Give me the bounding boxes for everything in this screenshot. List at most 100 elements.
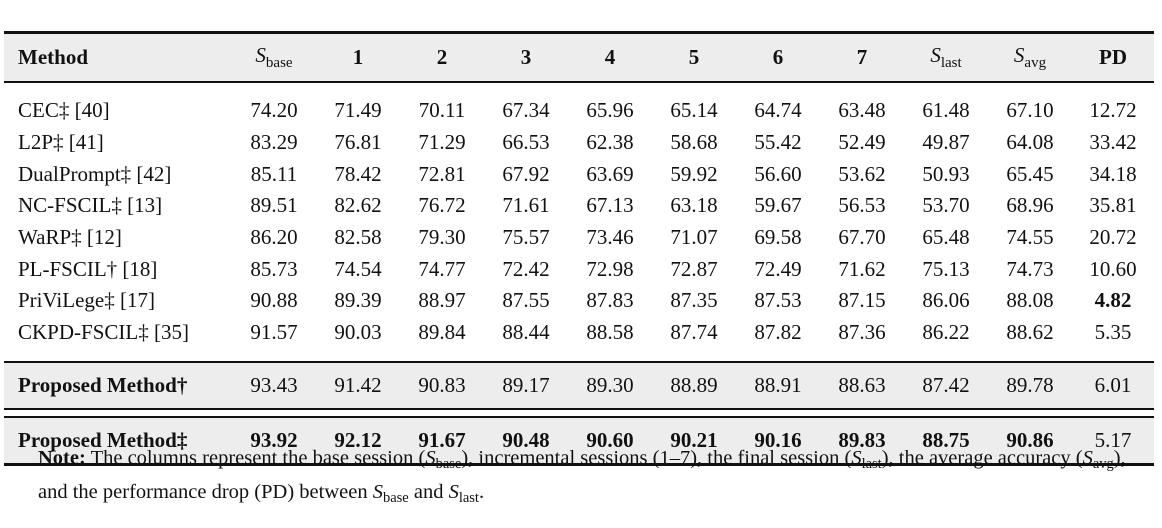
value-cell: 82.58 [334,225,382,250]
method-cell: CKPD-FSCIL‡ [35] [18,320,189,345]
value-cell: 12.72 [1089,98,1137,123]
value-cell: 67.92 [502,161,550,186]
value-cell: 93.43 [232,360,316,410]
value-cell: 85.11 [250,161,298,186]
value-cell: 72.42 [502,256,550,281]
value-cell: 90.21 [652,415,736,466]
value-cell: 89.17 [484,360,568,410]
value-cell: 89.78 [988,360,1072,410]
header-session-3: 3 [484,31,568,83]
value-cell: 56.53 [838,193,886,218]
value-cell: 86.20 [250,225,298,250]
value-cell: 89.30 [568,360,652,410]
method-cell: Proposed Method‡ [4,415,232,466]
value-cell: 87.82 [754,320,802,345]
header-pd: PD [1072,31,1154,83]
value-cell: 89.51 [250,193,298,218]
value-cell: 61.48 [922,98,970,123]
header-session-6: 6 [736,31,820,83]
value-cell: 65.14 [670,98,718,123]
value-cell: 67.13 [586,193,634,218]
value-cell: 78.42 [334,161,382,186]
table-row: PL-FSCIL† [18] 85.73 74.54 74.77 72.42 72.98 7… [4,253,1154,285]
value-cell: 76.81 [334,130,382,155]
value-cell: 72.87 [670,256,718,281]
value-cell: 63.69 [586,161,634,186]
value-cell: 64.08 [1006,130,1054,155]
table-row-proposed-dagger: Proposed Method† 93.43 91.42 90.83 89.17 89.3… [4,360,1154,410]
value-cell: 72.49 [754,256,802,281]
header-s-avg: Savg [988,31,1072,83]
value-cell: 6.01 [1072,360,1154,410]
value-cell: 49.87 [922,130,970,155]
method-cell: DualPrompt‡ [42] [18,161,172,186]
value-cell: 76.72 [418,193,466,218]
table-row: PriViLege‡ [17] 90.88 89.39 88.97 87.55 87.83… [4,285,1154,317]
value-cell: 72.81 [418,161,466,186]
method-cell: WaRP‡ [12] [18,225,122,250]
value-cell: 67.70 [838,225,886,250]
value-cell: 90.16 [736,415,820,466]
value-cell: 93.92 [232,415,316,466]
value-cell: 88.89 [652,360,736,410]
value-cell: 88.97 [418,288,466,313]
value-cell: 87.53 [754,288,802,313]
table-row: NC-FSCIL‡ [13] 89.51 82.62 76.72 71.61 67.13 6… [4,190,1154,222]
header-s-base: Sbase [232,31,316,83]
method-cell: PriViLege‡ [17] [18,288,155,313]
value-cell: 34.18 [1089,161,1137,186]
value-cell: 70.11 [418,98,466,123]
value-cell: 86.06 [922,288,970,313]
header-method: Method [4,31,232,83]
value-cell: 66.53 [502,130,550,155]
table-row-proposed-ddagger: Proposed Method‡ 93.92 92.12 91.67 90.48 90.6… [4,415,1154,466]
value-cell: 75.13 [922,256,970,281]
table-note: Note: The columns represent the base ses… [38,447,1126,506]
value-cell: 79.30 [418,225,466,250]
table-row: CKPD-FSCIL‡ [35] 91.57 90.03 89.84 88.44 88.5… [4,317,1154,349]
value-cell: 87.36 [838,320,886,345]
value-cell: 71.61 [502,193,550,218]
value-cell: 83.29 [250,130,298,155]
value-cell: 87.42 [904,360,988,410]
value-cell: 90.83 [400,360,484,410]
value-cell: 65.45 [1006,161,1054,186]
value-cell: 87.83 [586,288,634,313]
value-cell: 63.18 [670,193,718,218]
value-cell: 5.17 [1072,415,1154,466]
table-row: CEC‡ [40] 74.20 71.49 70.11 67.34 65.96 65.14 6… [4,95,1154,127]
value-cell: 74.73 [1006,256,1054,281]
header-s-last: Slast [904,31,988,83]
value-cell: 71.62 [838,256,886,281]
value-cell: 65.96 [586,98,634,123]
value-cell: 89.83 [820,415,904,466]
value-cell: 75.57 [502,225,550,250]
value-cell: 71.07 [670,225,718,250]
value-cell: 65.48 [922,225,970,250]
header-session-1: 1 [316,31,400,83]
table-row: L2P‡ [41] 83.29 76.81 71.29 66.53 62.38 58.68 5… [4,127,1154,159]
value-cell: 73.46 [586,225,634,250]
value-cell: 88.63 [820,360,904,410]
value-cell: 91.67 [400,415,484,466]
value-cell: 87.35 [670,288,718,313]
method-cell: NC-FSCIL‡ [13] [18,193,163,218]
value-cell: 88.62 [1006,320,1054,345]
value-cell: 86.22 [922,320,970,345]
value-cell: 59.67 [754,193,802,218]
value-cell: 4.82 [1094,288,1132,313]
value-cell: 20.72 [1089,225,1137,250]
table-header-row: Method Sbase 1 2 3 4 5 6 7 Slast Savg PD [4,31,1154,83]
value-cell: 88.08 [1006,288,1054,313]
method-cell: Proposed Method† [4,360,232,410]
table-row: WaRP‡ [12] 86.20 82.58 79.30 75.57 73.46 71.07… [4,222,1154,254]
value-cell: 88.75 [904,415,988,466]
value-cell: 89.39 [334,288,382,313]
value-cell: 67.34 [502,98,550,123]
value-cell: 90.88 [250,288,298,313]
value-cell: 33.42 [1089,130,1137,155]
value-cell: 90.60 [568,415,652,466]
header-session-4: 4 [568,31,652,83]
value-cell: 88.58 [586,320,634,345]
value-cell: 74.55 [1006,225,1054,250]
